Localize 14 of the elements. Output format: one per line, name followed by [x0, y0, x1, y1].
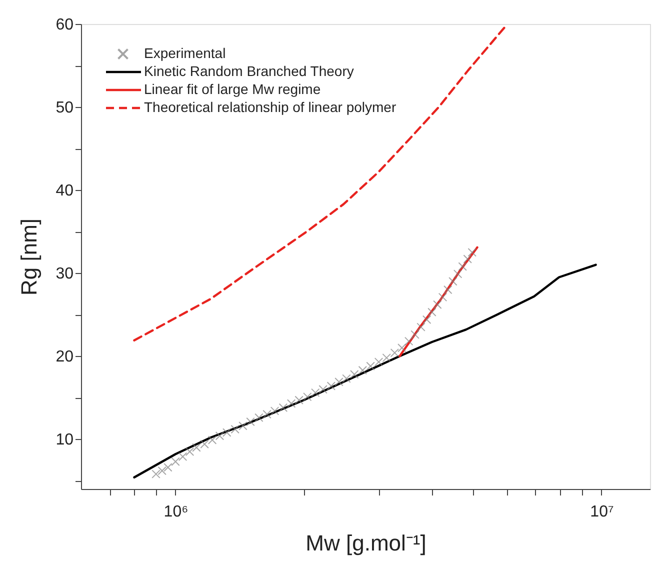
- x-tick-label: 10⁶: [164, 504, 188, 520]
- y-tick-label: 50: [56, 100, 74, 117]
- x-tick-label: 10⁷: [590, 504, 614, 520]
- legend-label: Kinetic Random Branched Theory: [144, 63, 354, 79]
- legend-label: Theoretical relationship of linear polymer: [144, 99, 396, 115]
- y-tick-label: 60: [56, 16, 74, 34]
- y-tick-label: 40: [56, 182, 74, 200]
- y-tick-label: 20: [56, 348, 74, 366]
- y-tick-label: 30: [56, 266, 74, 283]
- legend-label: Linear fit of large Mw regime: [144, 81, 321, 97]
- x-axis-title: Mw [g.mol⁻¹]: [306, 530, 426, 556]
- y-axis-title: Rg [nm]: [16, 218, 42, 296]
- legend-label: Experimental: [144, 45, 226, 61]
- y-tick-label: 10: [56, 432, 74, 449]
